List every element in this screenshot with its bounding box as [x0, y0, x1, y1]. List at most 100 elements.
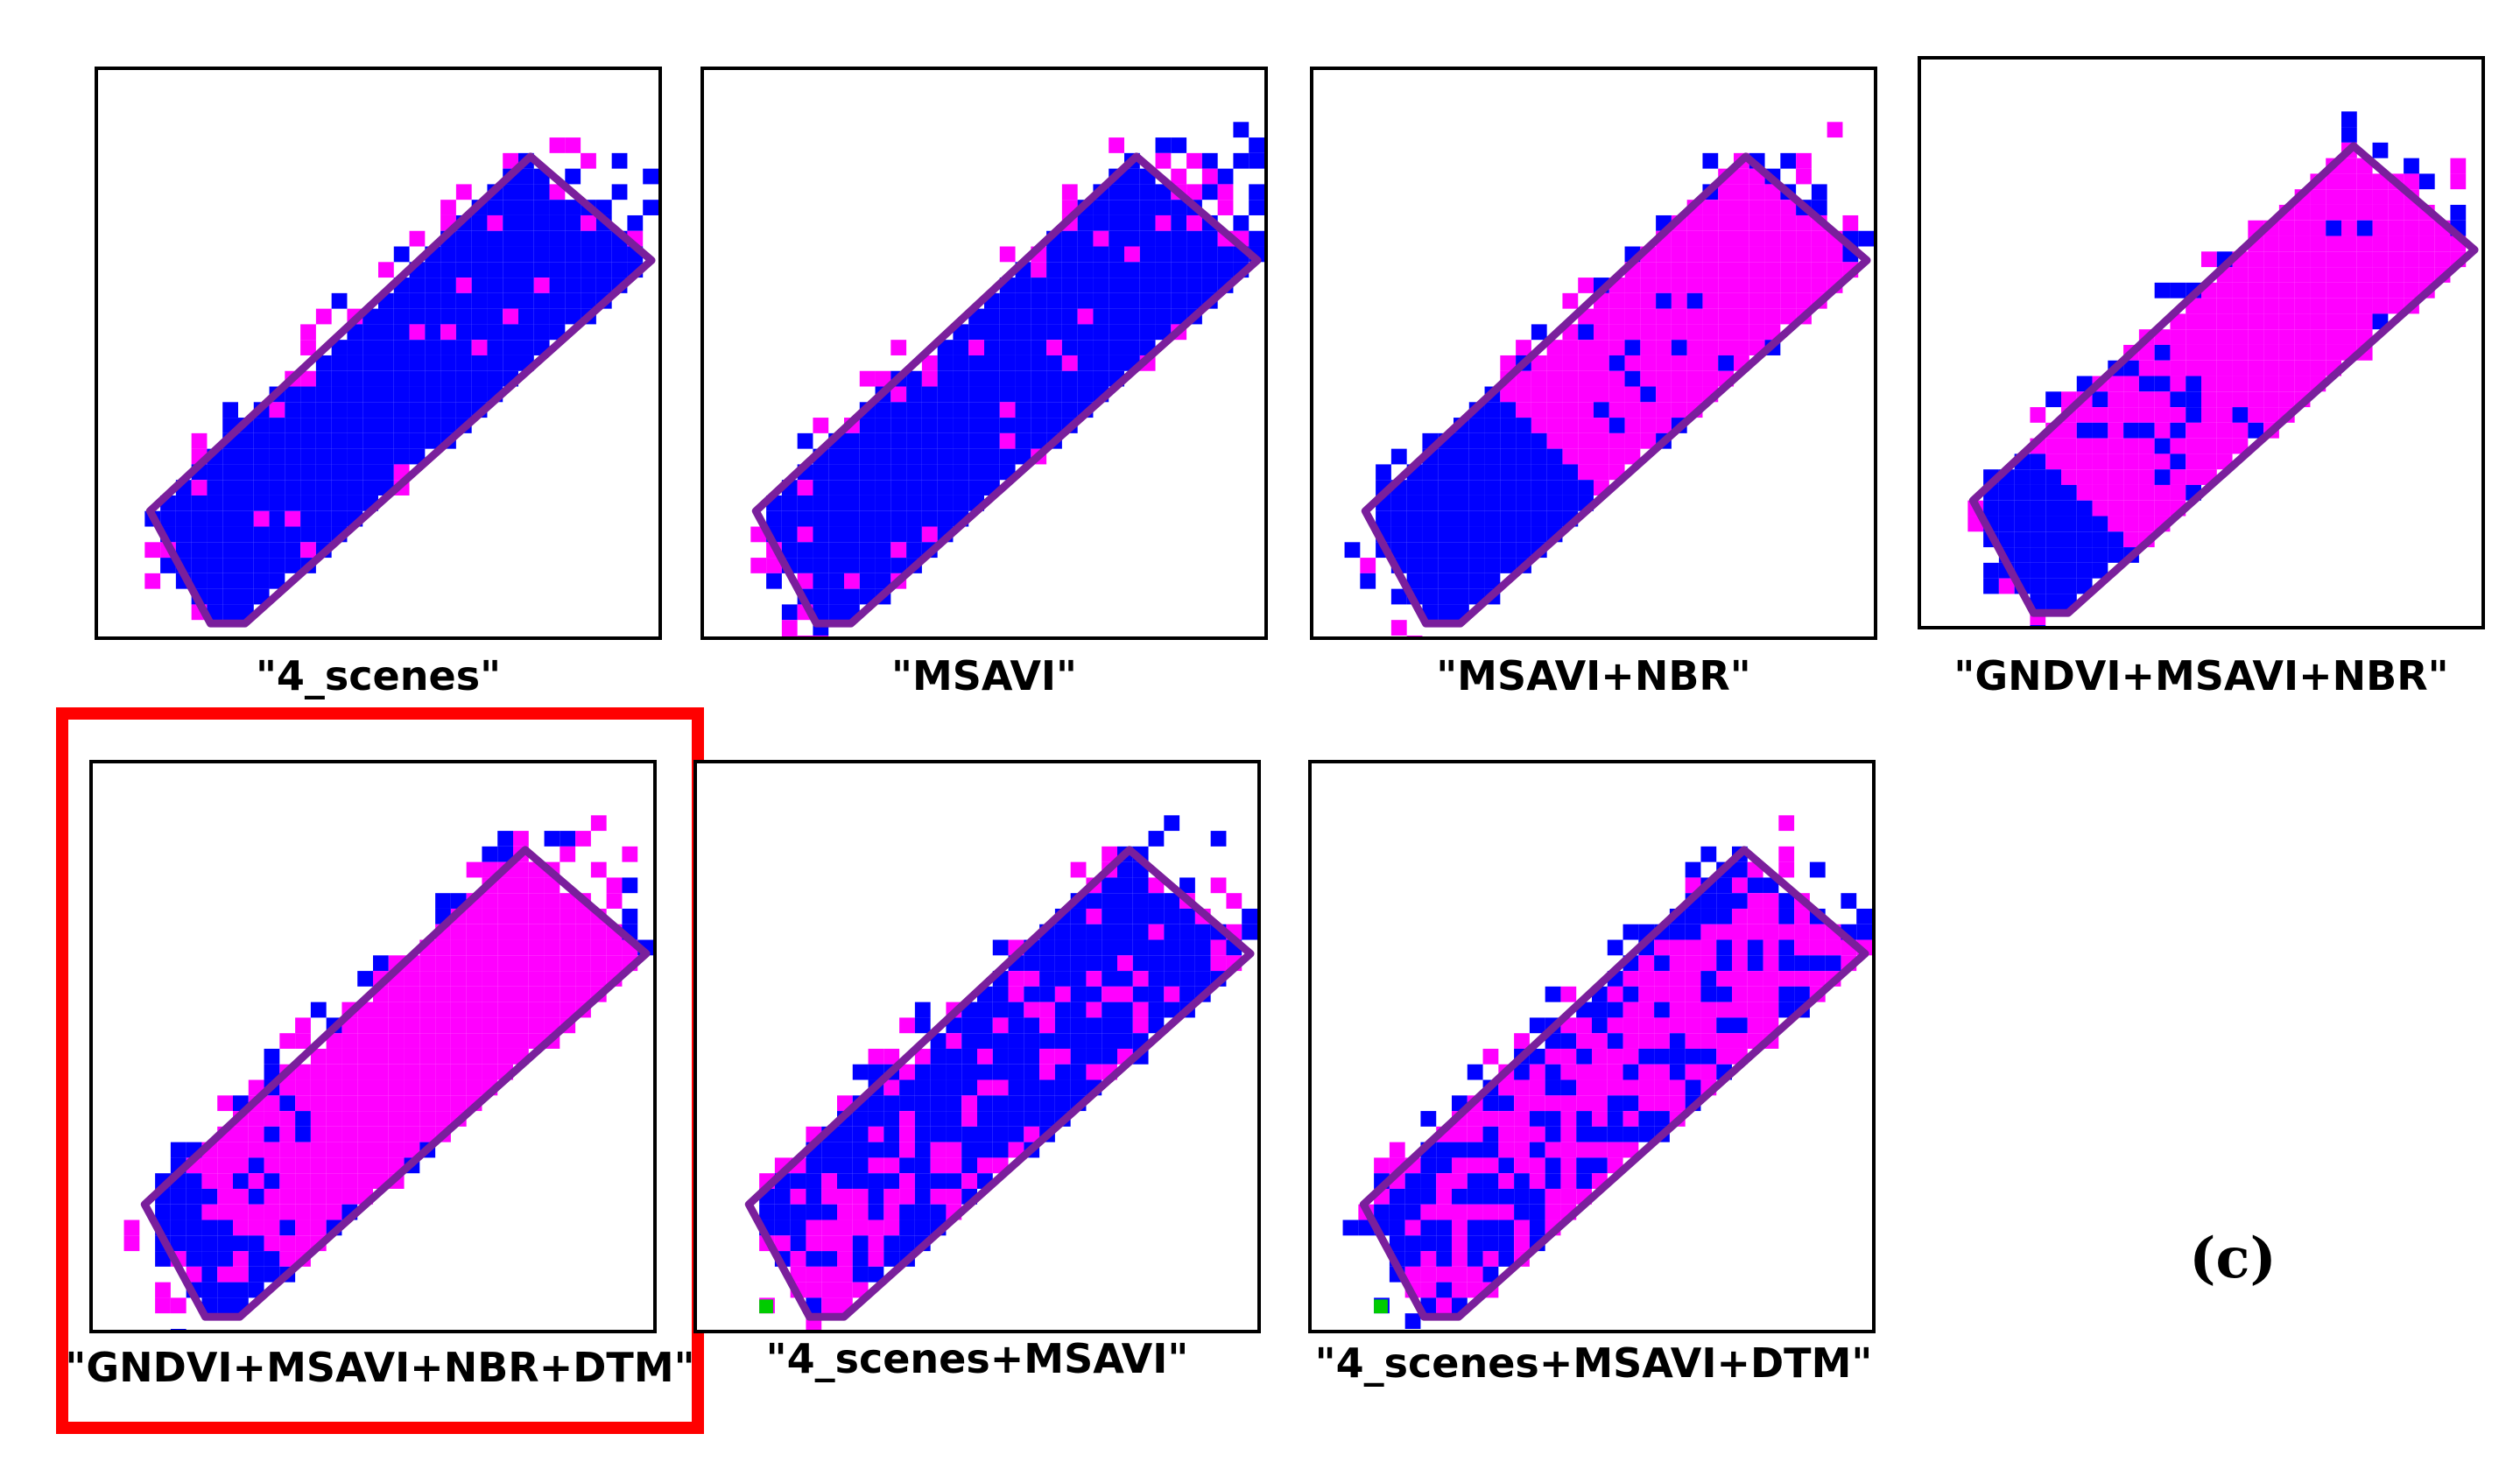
- raster-cell: [1454, 448, 1469, 465]
- raster-cell: [1718, 278, 1734, 293]
- raster-cell: [279, 1079, 296, 1096]
- raster-cell: [581, 152, 596, 169]
- raster-cell: [1669, 1033, 1686, 1049]
- raster-cell: [1148, 939, 1165, 956]
- raster-cell: [1640, 324, 1657, 341]
- raster-cell: [471, 292, 488, 309]
- raster-cell: [533, 278, 550, 293]
- raster-cell: [347, 370, 363, 387]
- raster-cell: [611, 246, 628, 263]
- raster-cell: [953, 340, 969, 355]
- raster-cell: [393, 340, 410, 355]
- raster-cell: [144, 573, 161, 589]
- raster-cell: [1374, 1204, 1390, 1220]
- raster-cell: [1179, 986, 1195, 1002]
- raster-cell: [992, 1048, 1009, 1065]
- raster-cell: [1718, 184, 1734, 200]
- raster-cell: [1148, 877, 1165, 894]
- raster-cell: [992, 1079, 1009, 1096]
- raster-cell: [1763, 986, 1779, 1002]
- raster-cell: [207, 526, 223, 543]
- raster-cell: [2326, 313, 2341, 330]
- raster-cell: [1420, 1173, 1437, 1189]
- raster-cell: [1685, 939, 1701, 956]
- raster-cell: [1406, 480, 1423, 496]
- raster-cell: [844, 510, 860, 527]
- raster-cell: [1093, 200, 1109, 215]
- raster-cell: [544, 893, 560, 909]
- raster-cell: [1389, 1219, 1405, 1236]
- raster-cell: [1545, 1095, 1561, 1112]
- raster-cell: [248, 1251, 264, 1267]
- raster-cell: [1654, 971, 1670, 987]
- raster-cell: [186, 1251, 202, 1267]
- raster-cell: [2310, 251, 2326, 268]
- raster-cell: [1139, 292, 1156, 309]
- raster-cell: [1155, 278, 1172, 293]
- raster-cell: [482, 955, 498, 972]
- raster-cell: [1531, 495, 1547, 511]
- raster-cell: [828, 604, 844, 621]
- raster-cell: [1015, 432, 1031, 449]
- raster-cell: [2263, 407, 2279, 423]
- raster-cell: [378, 418, 394, 433]
- raster-cell: [852, 1204, 869, 1220]
- raster-cell: [1093, 214, 1109, 231]
- raster-cell: [331, 480, 348, 496]
- raster-cell: [1186, 230, 1202, 247]
- raster-cell: [549, 278, 566, 293]
- raster-cell: [1422, 573, 1439, 589]
- raster-cell: [331, 495, 348, 511]
- raster-cell: [781, 542, 798, 559]
- raster-cell: [1545, 1033, 1561, 1049]
- raster-cell: [1179, 955, 1195, 972]
- raster-cell: [2186, 453, 2201, 470]
- raster-cell: [2030, 484, 2046, 501]
- raster-cell: [1560, 1188, 1577, 1205]
- raster-cell: [1578, 448, 1594, 465]
- raster-cell: [1560, 1111, 1577, 1127]
- raster-cell: [1578, 402, 1594, 418]
- raster-cell: [1086, 1064, 1102, 1080]
- raster-cell: [1700, 846, 1717, 862]
- raster-cell: [1171, 168, 1187, 185]
- raster-cell: [1578, 324, 1594, 341]
- raster-cell: [279, 1111, 296, 1127]
- raster-cell: [906, 370, 922, 387]
- raster-cell: [1514, 1204, 1530, 1220]
- raster-cell: [2030, 562, 2046, 579]
- raster-cell: [425, 292, 441, 309]
- raster-cell: [404, 1111, 420, 1127]
- raster-cell: [1747, 1017, 1763, 1034]
- raster-cell: [513, 1017, 529, 1034]
- raster-cell: [2263, 360, 2279, 376]
- raster-cell: [295, 1064, 311, 1080]
- raster-cell: [1102, 893, 1117, 909]
- raster-cell: [201, 1266, 218, 1283]
- raster-cell: [1529, 1188, 1545, 1205]
- raster-cell: [1592, 1157, 1608, 1174]
- raster-cell: [1467, 1266, 1483, 1283]
- raster-cell: [883, 1204, 900, 1220]
- raster-cell: [331, 418, 348, 433]
- raster-cell: [1467, 1219, 1483, 1236]
- map-frame: [1310, 67, 1877, 640]
- raster-cell: [859, 480, 876, 496]
- raster-cell: [471, 340, 488, 355]
- raster-cell: [1179, 971, 1195, 987]
- raster-cell: [310, 1002, 327, 1018]
- raster-cell: [766, 558, 782, 573]
- raster-cell: [921, 386, 938, 403]
- raster-cell: [217, 1095, 233, 1112]
- raster-cell: [533, 324, 550, 341]
- raster-cell: [326, 1173, 342, 1189]
- raster-cell: [1139, 230, 1156, 247]
- raster-cell: [264, 1048, 280, 1065]
- raster-cell: [2154, 438, 2171, 454]
- raster-cell: [1809, 939, 1826, 956]
- raster-cell: [248, 1111, 264, 1127]
- raster-cell: [409, 355, 426, 371]
- raster-cell: [2294, 360, 2311, 376]
- raster-cell: [1718, 340, 1734, 355]
- raster-cell: [1031, 324, 1047, 341]
